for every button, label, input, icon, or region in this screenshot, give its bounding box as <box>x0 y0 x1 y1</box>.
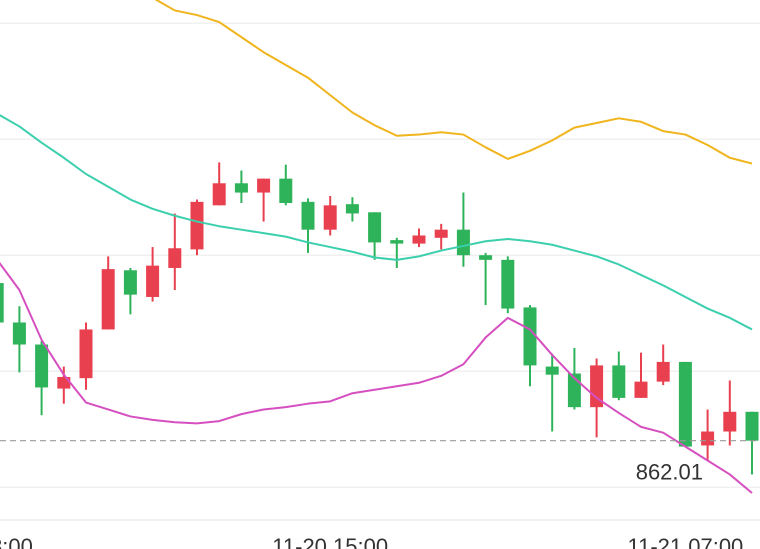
candle-body <box>523 307 537 366</box>
candle-body <box>368 212 382 243</box>
band-line <box>0 261 753 494</box>
candle-body <box>257 178 271 193</box>
candle-body <box>323 205 337 230</box>
candle-body <box>345 204 359 214</box>
candle-body <box>146 265 160 297</box>
candle-body <box>168 248 182 268</box>
x-tick-label: 11-19 23:00 <box>0 534 33 549</box>
candle-body <box>479 255 493 260</box>
x-tick-label: 11-20 15:00 <box>272 534 388 549</box>
candle-body <box>612 365 626 398</box>
candle-body <box>501 259 515 309</box>
candle-body <box>123 270 137 295</box>
band-line <box>0 114 753 331</box>
candle-body <box>590 365 604 408</box>
candle-body <box>412 235 426 244</box>
candle-body <box>701 431 715 446</box>
candle-body <box>656 361 670 382</box>
candle-body <box>634 381 648 398</box>
candle-body <box>101 269 115 330</box>
candle-body <box>234 183 248 193</box>
candle-body <box>723 411 737 432</box>
last-price-label: 862.01 <box>636 459 703 484</box>
band-line <box>154 0 753 165</box>
candle-body <box>545 366 559 375</box>
candle-body <box>212 183 226 206</box>
candle-body <box>301 201 315 230</box>
candle-body <box>57 377 71 389</box>
candle-body <box>12 322 26 345</box>
candle-body <box>745 411 759 441</box>
candle-body <box>678 361 692 447</box>
candle-body <box>390 240 404 244</box>
candle-body <box>35 344 49 388</box>
candle-body <box>79 329 93 379</box>
candle-body <box>0 283 4 323</box>
x-tick-label: 11-21 07:00 <box>627 534 743 549</box>
candle-body <box>190 201 204 250</box>
candle-body <box>279 178 293 203</box>
candle-body <box>456 229 470 256</box>
candle-body <box>434 229 448 238</box>
